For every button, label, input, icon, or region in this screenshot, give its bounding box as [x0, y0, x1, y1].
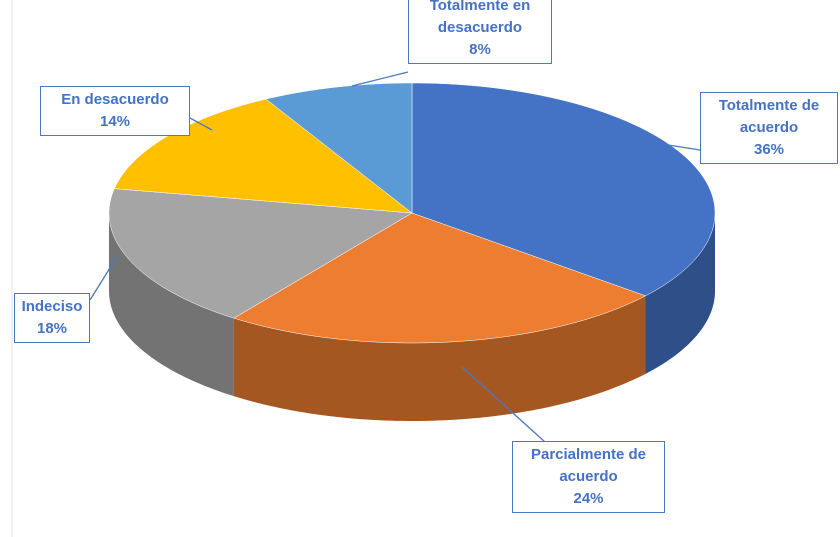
- data-label: Parcialmente de acuerdo 24%: [512, 441, 665, 513]
- category-label: Indeciso: [21, 298, 83, 315]
- category-label: Totalmente de acuerdo: [718, 97, 820, 136]
- slice: [265, 82, 413, 214]
- value-label: 36%: [753, 141, 785, 158]
- leader-line: [89, 254, 119, 301]
- leader-lines: [89, 71, 701, 443]
- category-label: Totalmente en desacuerdo: [429, 0, 531, 36]
- leader-line: [189, 117, 213, 131]
- slice-shade: [233, 295, 646, 421]
- data-label: Totalmente en desacuerdo 8%: [408, 0, 552, 64]
- value-label: 8%: [469, 41, 491, 58]
- leader-line: [461, 366, 546, 443]
- slice-shade: [645, 213, 715, 374]
- leader-line: [351, 71, 409, 87]
- pie-tops: [108, 82, 716, 344]
- data-label: En desacuerdo 14%: [40, 86, 190, 136]
- value-label: 14%: [99, 113, 131, 130]
- leader-line: [667, 144, 701, 151]
- value-label: 24%: [573, 490, 604, 507]
- slice-side: [645, 213, 715, 374]
- data-label: Indeciso 18%: [14, 293, 90, 343]
- slice: [108, 188, 413, 319]
- category-label: Parcialmente de acuerdo: [530, 446, 647, 485]
- value-label: 18%: [36, 320, 68, 337]
- slice-side: [109, 213, 234, 397]
- slice-shade: [109, 213, 234, 397]
- slice-side: [233, 295, 646, 421]
- slice: [411, 82, 716, 297]
- category-label: En desacuerdo: [61, 91, 169, 108]
- pie-sides: [109, 213, 715, 421]
- data-label: Totalmente de acuerdo 36%: [700, 92, 838, 164]
- slice: [233, 212, 647, 344]
